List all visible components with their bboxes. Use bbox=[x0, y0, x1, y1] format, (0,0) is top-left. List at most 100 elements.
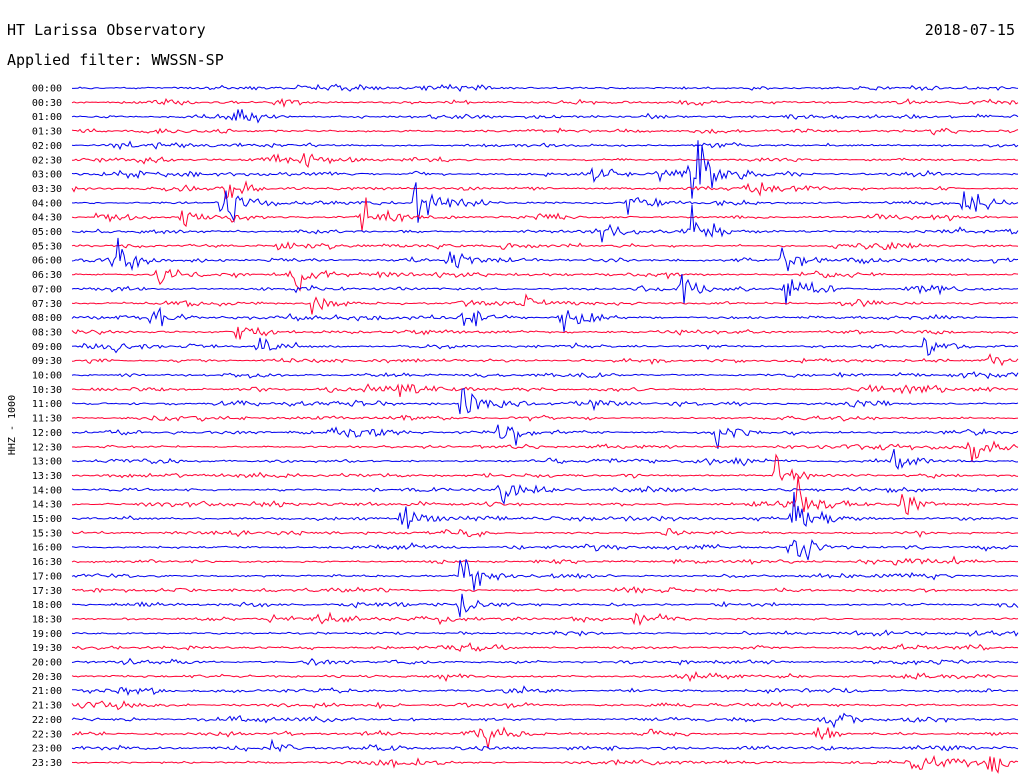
time-tick-label: 22:00 bbox=[32, 715, 62, 726]
trace-line bbox=[71, 353, 1019, 367]
time-tick-label: 18:00 bbox=[32, 600, 62, 611]
trace-line bbox=[71, 453, 1019, 482]
trace-line bbox=[71, 424, 1019, 449]
time-tick-label: 11:30 bbox=[32, 414, 62, 425]
time-tick-label: 00:30 bbox=[32, 98, 62, 109]
time-tick-label: 13:30 bbox=[32, 471, 62, 482]
time-tick-label: 18:30 bbox=[32, 614, 62, 625]
time-tick-label: 13:00 bbox=[32, 457, 62, 468]
trace-line bbox=[72, 642, 1019, 653]
trace-line bbox=[71, 182, 1019, 223]
time-tick-label: 17:00 bbox=[32, 571, 62, 582]
time-tick-label: 15:30 bbox=[32, 528, 62, 539]
trace-line bbox=[71, 657, 1019, 667]
trace-line bbox=[71, 274, 1019, 305]
trace-line bbox=[71, 671, 1019, 683]
trace-line bbox=[71, 109, 1019, 124]
trace-line bbox=[71, 484, 1019, 505]
trace-line bbox=[71, 97, 1019, 108]
time-tick-label: 07:30 bbox=[32, 299, 62, 310]
time-tick-labels: 00:00 00:30 01:00 01:30 02:00 02:30 03:00 03:30… bbox=[32, 84, 62, 769]
time-tick-label: 23:00 bbox=[32, 744, 62, 755]
time-tick-label: 01:30 bbox=[32, 127, 62, 138]
time-tick-label: 04:30 bbox=[32, 213, 62, 224]
trace-line bbox=[71, 140, 1018, 199]
trace-line bbox=[71, 491, 1019, 529]
trace-line bbox=[71, 527, 1018, 538]
time-tick-label: 03:00 bbox=[32, 170, 62, 181]
filter-label: Applied filter: WWSSN-SP bbox=[7, 51, 224, 69]
trace-line bbox=[72, 153, 1019, 169]
trace-line bbox=[71, 306, 1019, 332]
trace-line bbox=[71, 237, 1019, 272]
time-tick-label: 01:00 bbox=[32, 112, 62, 123]
trace-line bbox=[71, 755, 1019, 774]
trace-line bbox=[71, 629, 1019, 637]
time-tick-label: 12:30 bbox=[32, 442, 62, 453]
time-tick-label: 03:30 bbox=[32, 184, 62, 195]
time-tick-label: 14:30 bbox=[32, 500, 62, 511]
time-tick-label: 05:00 bbox=[32, 227, 62, 238]
trace-line bbox=[72, 83, 1019, 92]
time-tick-label: 08:30 bbox=[32, 327, 62, 338]
time-tick-label: 10:30 bbox=[32, 385, 62, 396]
time-tick-label: 23:30 bbox=[32, 758, 62, 769]
trace-line bbox=[71, 180, 1019, 200]
seismogram-traces bbox=[71, 83, 1019, 774]
channel-label: HHZ - 1000 bbox=[7, 395, 18, 455]
time-tick-label: 16:00 bbox=[32, 543, 62, 554]
trace-line bbox=[71, 538, 1019, 561]
time-tick-label: 14:00 bbox=[32, 485, 62, 496]
trace-line bbox=[71, 127, 1019, 136]
trace-line bbox=[71, 326, 1019, 340]
trace-line bbox=[71, 140, 1019, 151]
time-tick-label: 21:30 bbox=[32, 701, 62, 712]
time-tick-label: 11:00 bbox=[32, 399, 62, 410]
time-tick-label: 04:00 bbox=[32, 198, 62, 209]
trace-line bbox=[71, 712, 1019, 729]
time-tick-label: 02:00 bbox=[32, 141, 62, 152]
trace-line bbox=[71, 559, 1019, 591]
trace-line bbox=[71, 371, 1019, 380]
trace-line bbox=[71, 197, 1019, 231]
time-tick-label: 08:00 bbox=[32, 313, 62, 324]
time-tick-label: 21:00 bbox=[32, 686, 62, 697]
page-title: HT Larissa Observatory bbox=[7, 21, 206, 39]
time-tick-label: 06:00 bbox=[32, 256, 62, 267]
time-tick-label: 17:30 bbox=[32, 586, 62, 597]
trace-line bbox=[71, 204, 1019, 243]
trace-line bbox=[71, 293, 1019, 315]
date-label: 2018-07-15 bbox=[924, 21, 1015, 39]
time-tick-label: 19:00 bbox=[32, 629, 62, 640]
time-tick-label: 10:00 bbox=[32, 371, 62, 382]
time-tick-label: 07:00 bbox=[32, 284, 62, 295]
trace-line bbox=[72, 611, 1019, 627]
time-tick-label: 16:30 bbox=[32, 557, 62, 568]
trace-line bbox=[71, 555, 1019, 566]
trace-line bbox=[71, 241, 1019, 251]
trace-line bbox=[71, 414, 1019, 422]
time-tick-label: 09:30 bbox=[32, 356, 62, 367]
time-tick-label: 00:00 bbox=[32, 84, 62, 95]
time-tick-label: 22:30 bbox=[32, 729, 62, 740]
time-tick-label: 06:30 bbox=[32, 270, 62, 281]
time-tick-label: 20:30 bbox=[32, 672, 62, 683]
trace-line bbox=[71, 700, 1019, 711]
trace-line bbox=[71, 387, 1019, 415]
time-tick-label: 19:30 bbox=[32, 643, 62, 654]
trace-line bbox=[72, 685, 1019, 697]
trace-line bbox=[71, 268, 1019, 292]
time-tick-label: 05:30 bbox=[32, 241, 62, 252]
time-tick-label: 12:00 bbox=[32, 428, 62, 439]
trace-line bbox=[71, 738, 1019, 753]
time-tick-label: 09:00 bbox=[32, 342, 62, 353]
trace-line bbox=[71, 476, 1019, 516]
trace-line bbox=[71, 383, 1019, 397]
trace-line bbox=[71, 448, 1019, 470]
trace-line bbox=[71, 593, 1019, 618]
trace-line bbox=[71, 585, 1019, 594]
time-tick-label: 20:00 bbox=[32, 658, 62, 669]
trace-line bbox=[71, 440, 1019, 463]
trace-line bbox=[71, 336, 1019, 357]
